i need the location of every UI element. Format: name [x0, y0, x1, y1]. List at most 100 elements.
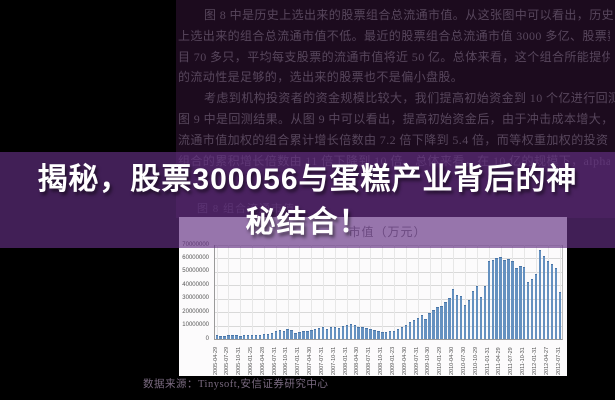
gridline [215, 298, 562, 300]
x-axis-label: 2009-04-30 [401, 346, 408, 375]
banner-title: 揭秘，股票300056与蛋糕产业背后的神 秘结合！ [0, 158, 615, 244]
bar [523, 266, 526, 339]
gridline-vertical [334, 245, 336, 339]
bar [345, 324, 349, 339]
bar [321, 326, 325, 339]
bar [452, 289, 455, 339]
gridline [215, 271, 562, 273]
x-axis-label: 2006-07-31 [271, 346, 278, 375]
gridline-vertical [429, 245, 431, 339]
x-axis-label: 2008-04-30 [354, 346, 361, 375]
bar [282, 330, 285, 339]
gridline-vertical [323, 245, 325, 339]
bar [365, 327, 368, 339]
bar [420, 315, 423, 339]
title-banner: 揭秘，股票300056与蛋糕产业背后的神 秘结合！ [0, 152, 615, 248]
x-axis-label: 2005-10-31 [236, 346, 243, 375]
bar [487, 261, 490, 339]
bar [412, 319, 416, 339]
bar [534, 274, 538, 339]
document-region: 图 8 中是历史上选出来的股票组合总流通市值。从这张图中可以看出，历史 上选出来… [176, 0, 615, 218]
bar [349, 323, 352, 339]
bar [530, 278, 534, 339]
bar [400, 326, 404, 339]
source-note: 数据来源：Tinysoft,安信证券研究中心 [143, 379, 329, 390]
gridline-vertical [240, 245, 242, 339]
x-axis-label: 2010-10-29 [472, 346, 479, 375]
bar [448, 297, 451, 339]
gridline-vertical [287, 245, 289, 339]
bar [223, 335, 226, 339]
bar [456, 295, 459, 339]
bar [286, 329, 289, 339]
x-axis-label: 2009-10-30 [425, 346, 432, 375]
gridline-vertical [275, 245, 277, 339]
gridline-vertical [405, 245, 407, 339]
x-axis-label: 2010-04-30 [449, 346, 456, 375]
gridline-vertical [382, 245, 384, 339]
bar [298, 331, 301, 339]
bar [250, 334, 254, 339]
bar [341, 325, 345, 339]
bar [396, 328, 400, 339]
gridline-vertical [370, 245, 372, 339]
x-axis-label: 2011-01-31 [484, 347, 491, 375]
gridline-vertical [228, 245, 230, 339]
bar [325, 328, 329, 339]
x-axis-label: 2009-07-31 [413, 346, 420, 375]
gridline-vertical [417, 245, 419, 339]
bar [373, 329, 376, 339]
bar [243, 335, 246, 339]
bar [495, 258, 498, 339]
bar [258, 335, 262, 339]
bar [491, 260, 494, 339]
x-axis-label: 2007-07-31 [318, 346, 325, 375]
bar [239, 335, 242, 339]
x-axis-label: 2011-04-29 [496, 347, 503, 375]
gridline-vertical [263, 245, 265, 339]
bar [333, 326, 337, 339]
bar [538, 250, 542, 339]
bar [270, 332, 274, 339]
document-line: 图 8 中是历史上选出来的股票组合总流通市值。从这张图中可以看出，历史 [204, 8, 615, 22]
gridline-vertical [346, 245, 348, 339]
bar [314, 329, 317, 339]
bar [408, 321, 412, 339]
bar [310, 329, 313, 339]
gridline-vertical [441, 245, 443, 339]
document-line: 上选出来的组合总流通市值不低。最近的股票组合总流通市值 3000 多亿、股票数 [178, 29, 610, 43]
x-axis-label: 2005-04-29 [212, 346, 219, 375]
bar [444, 301, 447, 339]
x-axis-label: 2006-10-31 [283, 346, 290, 375]
y-axis-label: 30000000 [182, 295, 209, 302]
y-axis-label: 0 [205, 335, 209, 342]
gridline-vertical [252, 245, 254, 339]
bar [247, 335, 250, 339]
bar [290, 330, 293, 339]
bar [558, 291, 561, 339]
bar [428, 312, 431, 339]
bar [306, 330, 309, 339]
document-line: 的流动性是足够的，选出来的股票也不是偏小盘股。 [178, 70, 464, 84]
x-axis-label: 2012-07-31 [555, 346, 562, 375]
banner-title-line-2: 秘结合！ [245, 206, 370, 239]
x-axis-label: 2011-07-29 [508, 347, 515, 375]
x-axis-label: 2009-01-23 [389, 346, 396, 375]
x-axis-label: 2010-07-30 [460, 346, 467, 375]
x-axis-label: 2010-01-29 [437, 346, 444, 375]
document-line: 考虑到机构投资者的资金规模比较大，我们提高初始资金到 10 个亿进行回测， [204, 91, 615, 105]
x-axis-label: 2007-04-30 [307, 346, 314, 375]
bar [507, 259, 510, 339]
y-axis-label: 20000000 [182, 308, 209, 315]
bar [440, 305, 443, 339]
bar [235, 335, 238, 339]
document-line: 目 70 多只，平均每支股票的流通市值将近 50 亿。总体来看，这个组合所能提供 [178, 50, 610, 64]
gridline-vertical [394, 245, 396, 339]
bar [459, 295, 463, 339]
x-axis-labels: 2005-04-29 2005-07-29 2005-10-31 2006-01-25… [212, 341, 562, 375]
bar [542, 256, 546, 339]
bar [479, 297, 483, 339]
bar [467, 300, 471, 339]
bar [361, 327, 364, 339]
bar [404, 324, 408, 339]
